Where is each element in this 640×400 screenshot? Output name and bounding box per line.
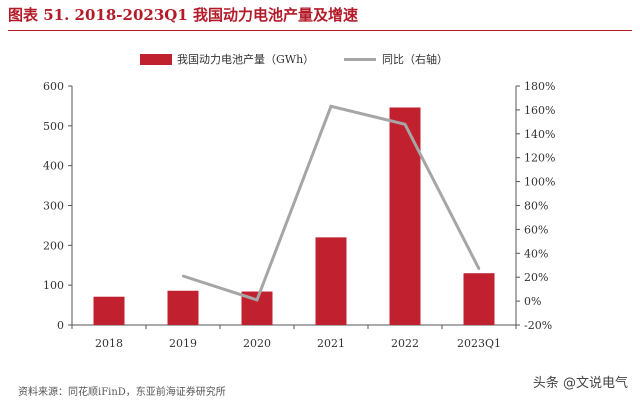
x-tick-label: 2019 xyxy=(169,337,197,350)
legend-label-line: 同比（右轴） xyxy=(382,53,448,66)
legend-swatch-bar xyxy=(140,53,172,65)
bar-2022 xyxy=(389,107,421,325)
y-right-tick-label: 140% xyxy=(524,128,555,141)
bar-2021 xyxy=(315,237,347,325)
y-right-tick-label: 60% xyxy=(524,223,548,236)
title-divider xyxy=(8,30,632,31)
yoy-point-2020 xyxy=(255,298,259,302)
figure-title: 图表 51. 2018-2023Q1 我国动力电池产量及增速 xyxy=(8,6,358,24)
chart-legend: 我国动力电池产量（GWh） 同比（右轴） xyxy=(0,51,640,69)
bar-2023Q1 xyxy=(463,273,495,325)
x-tick-label: 2021 xyxy=(317,337,345,350)
line-group xyxy=(181,104,481,302)
y-left-tick-label: 600 xyxy=(43,80,64,93)
axes-group xyxy=(68,85,520,329)
y-left-tick-label: 300 xyxy=(43,200,64,213)
legend-item-line: 同比（右轴） xyxy=(344,51,448,67)
source-note: 资料来源：同花顺iFinD，东亚前海证券研究所 xyxy=(18,387,226,398)
tick-labels-group: 0 100 200 300 400 500 600 -20% 0% 20% 40% 60% 80% 100… xyxy=(43,80,555,350)
y-right-tick-label: 100% xyxy=(524,176,555,189)
y-right-tick-label: 40% xyxy=(524,247,548,260)
x-tick-label: 2018 xyxy=(95,337,123,350)
y-right-tick-label: -20% xyxy=(524,319,552,332)
x-tick-label: 2023Q1 xyxy=(457,337,501,350)
y-left-tick-label: 400 xyxy=(43,160,64,173)
y-right-tick-label: 160% xyxy=(524,104,555,117)
bar-2019 xyxy=(167,290,199,325)
legend-item-bar: 我国动力电池产量（GWh） xyxy=(140,51,314,67)
x-tick-label: 2020 xyxy=(243,337,271,350)
x-tick-label: 2022 xyxy=(391,337,419,350)
y-right-tick-label: 80% xyxy=(524,200,548,213)
bar-2018 xyxy=(93,296,125,325)
yoy-point-2022 xyxy=(403,123,407,126)
yoy-point-2021 xyxy=(329,105,333,108)
y-right-tick-label: 120% xyxy=(524,152,555,165)
yoy-point-2019 xyxy=(181,274,185,278)
y-left-tick-label: 200 xyxy=(43,239,64,252)
y-right-tick-label: 0% xyxy=(524,295,541,308)
yoy-point-2023Q1 xyxy=(477,267,481,271)
y-right-tick-label: 180% xyxy=(524,80,555,93)
y-left-tick-label: 0 xyxy=(57,319,64,332)
y-right-tick-label: 20% xyxy=(524,271,548,284)
y-left-tick-label: 500 xyxy=(43,120,64,133)
y-left-tick-label: 100 xyxy=(43,279,64,292)
watermark-text: 头条 @文说电气 xyxy=(532,376,628,391)
legend-swatch-line xyxy=(344,57,376,61)
legend-label-bar: 我国动力电池产量（GWh） xyxy=(177,53,315,66)
bars-group xyxy=(93,107,495,325)
